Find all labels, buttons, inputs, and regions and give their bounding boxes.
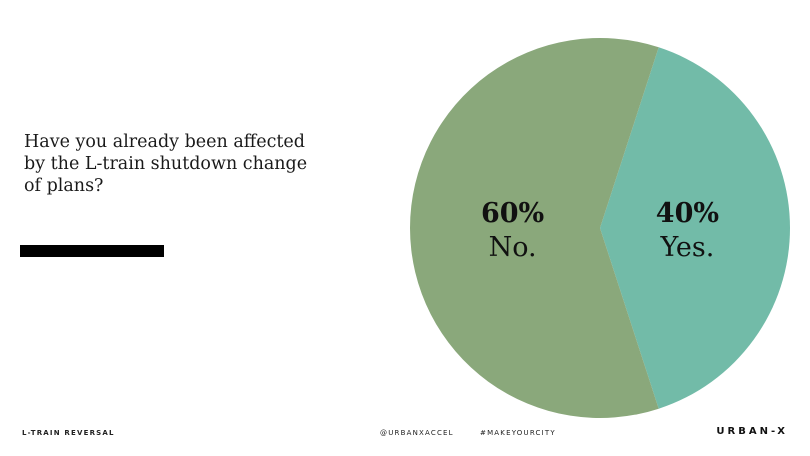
- pie-label-percent: 60%: [481, 198, 544, 229]
- survey-question: Have you already been affected by the L-…: [24, 132, 308, 196]
- pie-slice-yes: [600, 47, 790, 409]
- pie-label-answer: No.: [489, 232, 537, 263]
- black-divider-bar: [20, 245, 164, 257]
- pie-label-answer: Yes.: [659, 232, 714, 263]
- pie-label-percent: 40%: [656, 198, 719, 229]
- pie-slice-no: [410, 37, 659, 419]
- footer-project-title: L-TRAIN REVERSAL: [22, 429, 115, 437]
- footer-social-handle: @URBANXACCEL: [380, 429, 454, 437]
- pie-chart-svg: 40%Yes. 60%No.: [410, 37, 790, 419]
- brand-logo: URBAN-X: [716, 426, 788, 437]
- pie-chart: 40% Yes. 60% No.: [400, 28, 800, 428]
- footer-hashtag: #MAKEYOURCITY: [480, 429, 556, 437]
